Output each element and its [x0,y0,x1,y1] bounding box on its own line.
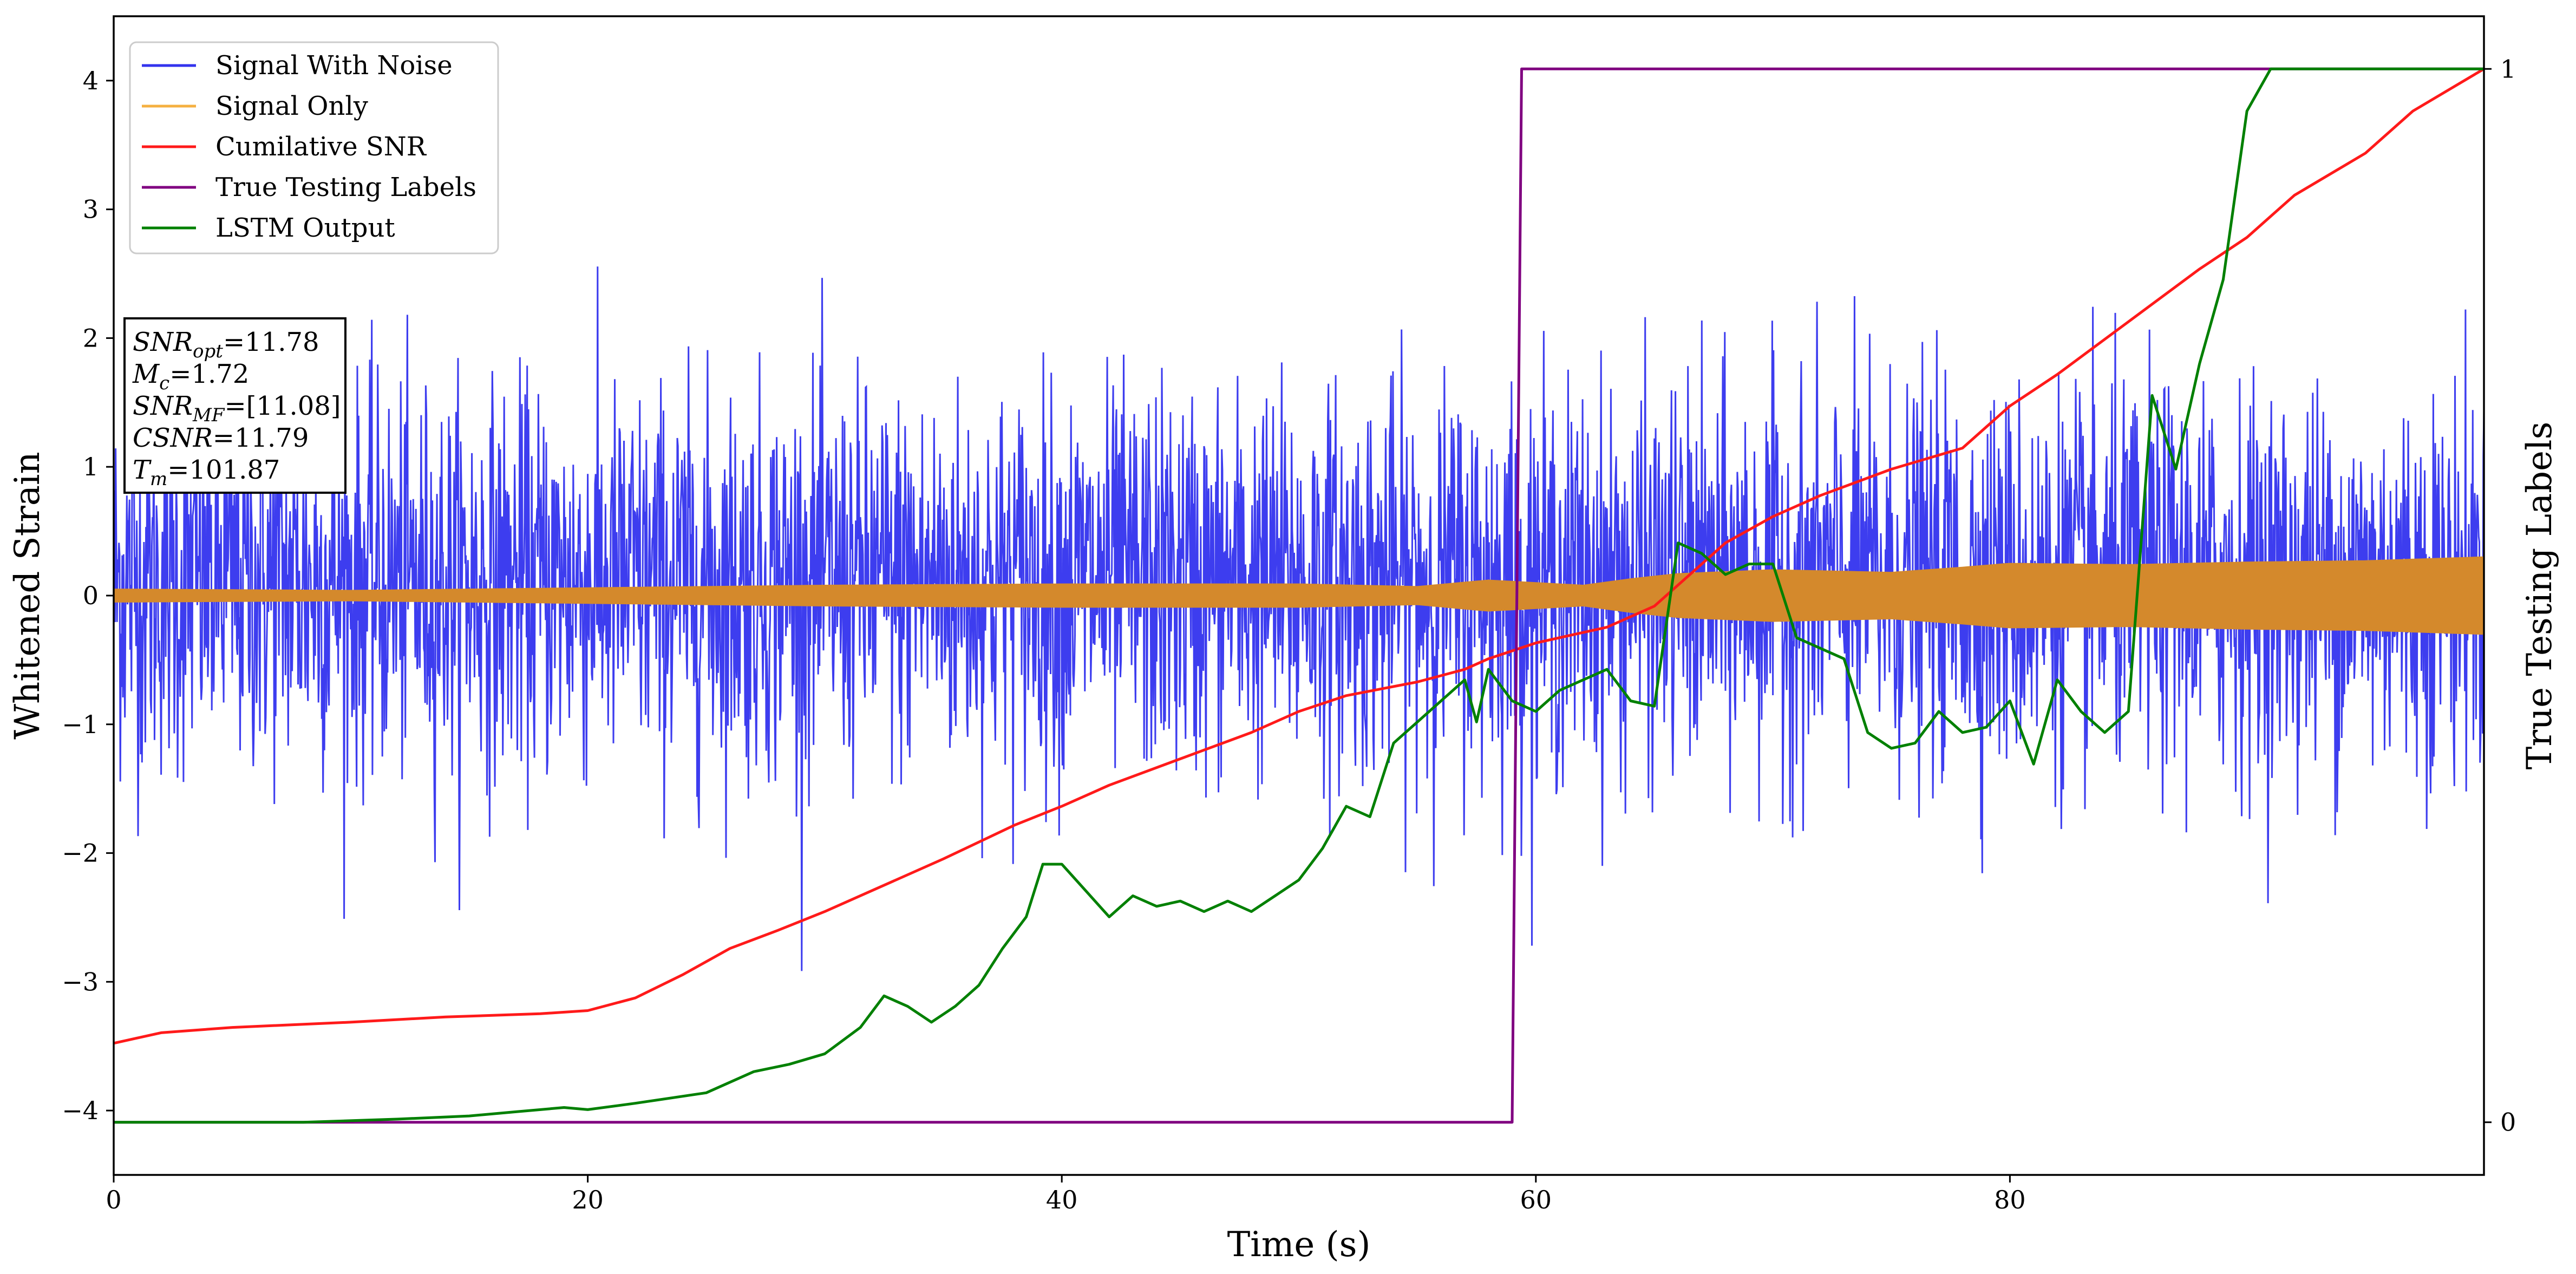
y-tick-label: 4 [83,66,99,95]
y-tick-label: 0 [83,581,99,610]
x-tick-label: 0 [106,1185,121,1214]
y2-axis-label: True Testing Labels [2520,422,2560,770]
x-axis-label: Time (s) [1227,1225,1371,1265]
y-axis-label: Whitened Strain [8,452,48,739]
x-axis: 0 20 40 60 80 [106,1175,2026,1214]
x-tick-label: 40 [1046,1185,1078,1214]
legend-item-cumilative-snr: Cumilative SNR [142,132,427,162]
y-tick-label: −4 [62,1096,99,1125]
y-tick-label: 3 [83,195,99,224]
legend-item-true-testing-labels: True Testing Labels [142,172,476,202]
x-tick-label: 60 [1520,1185,1552,1214]
series-cumilative-snr [113,68,2485,1045]
legend-box [129,41,499,254]
annotation-tm: Tm=101.87 [133,455,280,490]
annotation-mc: Mc=1.72 [132,359,249,394]
legend: Signal With Noise Signal Only Cumilative… [129,41,499,254]
x-tick-label: 20 [572,1185,604,1214]
y-axis-right: 01 [2484,54,2516,1137]
annotation-csnr: CSNR=11.79 [133,423,309,453]
y-tick-label: −3 [62,967,99,996]
legend-item-signal-with-noise: Signal With Noise [142,50,453,81]
y-tick-label: −1 [62,710,99,739]
legend-label: Cumilative SNR [215,132,427,162]
x-tick-label: 80 [1994,1185,2026,1214]
legend-label: Signal Only [215,91,368,121]
legend-item-lstm-output: LSTM Output [142,213,395,243]
series-true-testing-labels [114,67,2484,1124]
legend-label: True Testing Labels [215,172,476,202]
y-tick-label: −2 [62,839,99,868]
annotation-snr-mf: SNRMF=[11.08] [133,391,341,426]
y-axis-left: −4 −3 −2 −1 0 1 2 3 4 [62,66,114,1125]
y2-tick-label: 0 [2500,1108,2516,1137]
annotation-box [123,317,346,494]
legend-label: Signal With Noise [215,50,453,81]
y-tick-label: 1 [83,452,99,481]
legend-label: LSTM Output [215,213,395,243]
y-tick-label: 2 [83,323,99,352]
legend-item-signal-only: Signal Only [142,91,368,121]
y2-tick-label: 1 [2500,54,2516,83]
stats-annotation-box: SNRopt=11.78 Mc=1.72 SNRMF=[11.08] CSNR=… [123,317,346,494]
annotation-snr-opt: SNRopt=11.78 [133,327,319,362]
series-lstm-output [114,67,2484,1124]
